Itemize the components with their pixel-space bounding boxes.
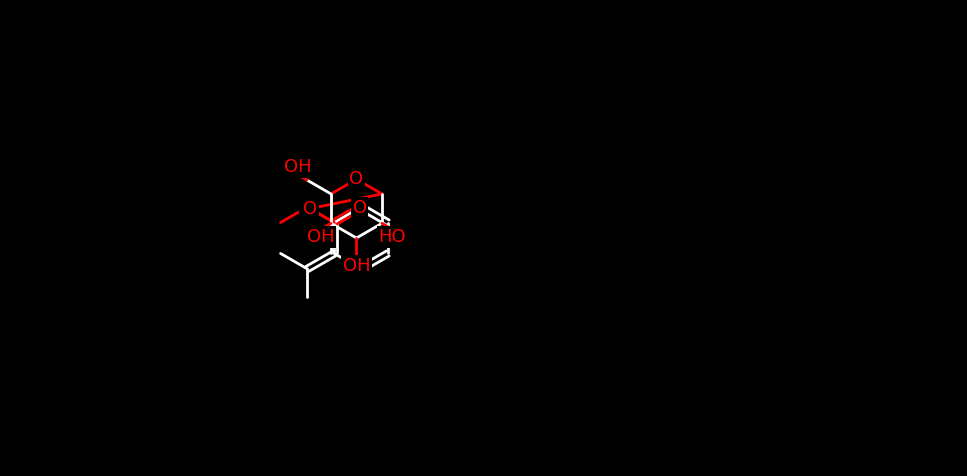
- Text: O: O: [353, 199, 366, 217]
- Text: O: O: [301, 198, 314, 216]
- Text: OH: OH: [284, 158, 311, 176]
- Text: O: O: [303, 199, 317, 218]
- Text: OH: OH: [342, 257, 370, 275]
- Text: O: O: [349, 170, 364, 188]
- Text: OH: OH: [307, 228, 335, 246]
- Text: HO: HO: [378, 228, 406, 246]
